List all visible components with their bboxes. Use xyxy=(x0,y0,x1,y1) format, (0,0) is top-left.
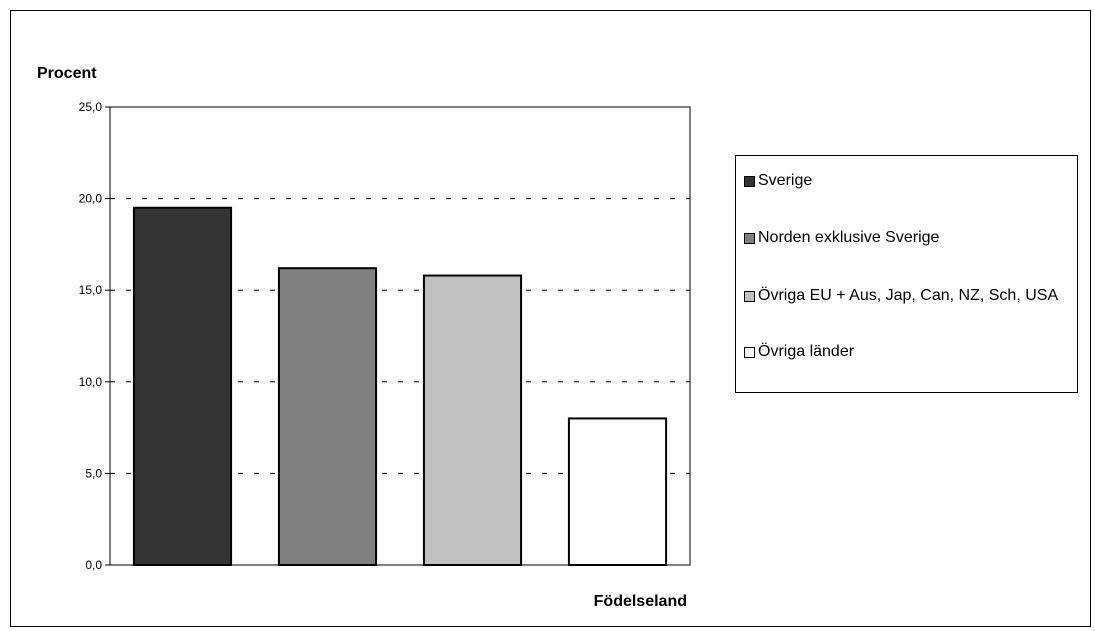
legend-item-ovriga-eu: Övriga EU + Aus, Jap, Can, NZ, Sch, USA xyxy=(744,286,1078,306)
legend-swatch-ovriga-eu xyxy=(744,291,755,302)
legend-label: Norden exklusive Sverige xyxy=(758,229,940,246)
bar xyxy=(277,267,378,566)
legend-swatch-norden xyxy=(744,233,755,244)
legend-label: Sverige xyxy=(758,172,813,189)
bar xyxy=(132,206,233,566)
bar xyxy=(422,274,523,566)
x-axis-title: Födelseland xyxy=(594,593,687,610)
legend-swatch-sverige xyxy=(744,176,755,187)
legend-label: Övriga länder xyxy=(758,343,855,360)
legend-item-ovriga-lander: Övriga länder xyxy=(744,342,1078,362)
y-tick-label: 20,0 xyxy=(79,192,103,206)
y-tick-label: 10,0 xyxy=(79,375,103,389)
y-tick-label: 15,0 xyxy=(79,283,103,297)
y-tick-label: 25,0 xyxy=(79,100,103,114)
legend-label: Övriga EU + Aus, Jap, Can, NZ, Sch, USA xyxy=(758,287,1059,304)
bars xyxy=(132,206,668,566)
legend-item-sverige: Sverige xyxy=(744,171,1078,191)
bar xyxy=(567,417,668,566)
y-tick-labels: 0,0 5,0 10,0 15,0 20,0 25,0 xyxy=(79,100,110,572)
legend-swatch-ovriga-lander xyxy=(744,347,755,358)
y-tick-label: 5,0 xyxy=(85,466,102,480)
legend: Sverige Norden exklusive Sverige Övriga … xyxy=(735,155,1078,393)
legend-item-norden: Norden exklusive Sverige xyxy=(744,228,1078,248)
y-axis-title: Procent xyxy=(37,65,97,82)
y-tick-label: 0,0 xyxy=(85,558,102,572)
